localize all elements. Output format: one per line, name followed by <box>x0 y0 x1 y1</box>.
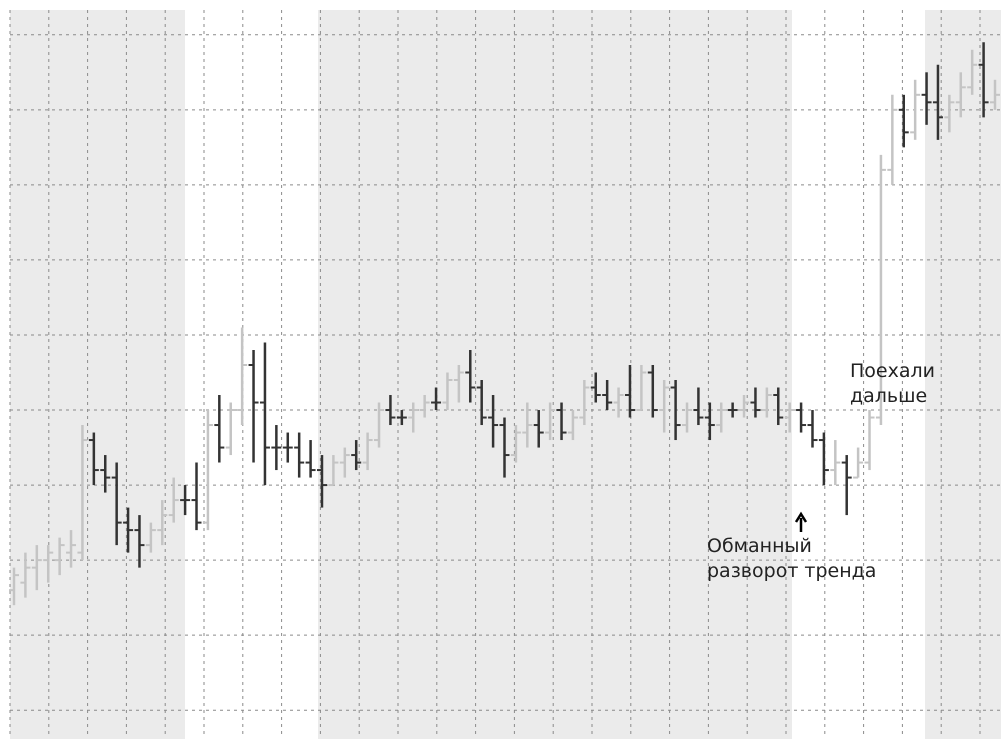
ohlc-bar <box>225 402 236 456</box>
ohlc-bar <box>476 380 487 426</box>
ohlc-bar <box>77 425 88 561</box>
ohlc-bar <box>659 380 670 433</box>
ohlc-bar <box>624 364 635 418</box>
ohlc-bar <box>932 64 943 140</box>
ohlc-bar <box>488 395 499 448</box>
ohlc-bar <box>830 440 841 486</box>
ohlc-bar <box>727 402 738 418</box>
grid <box>9 10 1001 735</box>
ohlc-bar <box>237 327 248 426</box>
ohlc-bar <box>259 342 270 486</box>
ohlc-bar <box>134 515 145 568</box>
ohlc-bar <box>31 545 42 591</box>
ohlc-bar <box>590 372 601 403</box>
ohlc-bar <box>374 402 385 448</box>
session-band <box>925 10 1001 739</box>
ohlc-bar <box>385 395 396 426</box>
ohlc-bar <box>191 462 202 531</box>
ohlc-bar <box>282 432 293 463</box>
ohlc-bar <box>761 387 772 418</box>
annotation: дальше <box>850 385 927 407</box>
ohlc-bar <box>990 79 1000 110</box>
ohlc-bar <box>100 455 111 493</box>
ohlc-bar <box>670 380 681 441</box>
ohlc-bar <box>305 440 316 478</box>
ohlc-bar <box>898 94 909 148</box>
ohlc-bar <box>704 402 715 441</box>
ohlc-bar <box>739 395 750 418</box>
ohlc-bar <box>967 49 978 95</box>
ohlc-bar <box>168 477 179 523</box>
annotation: Обманный <box>707 535 812 557</box>
ohlc-bar <box>955 72 966 118</box>
ohlc-bar <box>214 395 225 463</box>
ohlc-bar <box>180 485 191 516</box>
arrow <box>794 511 808 532</box>
ohlc-bar <box>556 402 567 441</box>
ohlc-bar <box>9 567 19 606</box>
annotation: разворот тренда <box>707 560 876 582</box>
ohlc-bar <box>66 530 77 568</box>
ohlc-bar <box>453 364 464 403</box>
ohlc-bar <box>602 380 613 411</box>
ohlc-bar <box>818 432 829 486</box>
session-band <box>10 10 185 739</box>
ohlc-bar <box>864 410 875 471</box>
ohlc-bar <box>202 410 213 531</box>
ohlc-bar <box>248 349 259 463</box>
ohlc-bar <box>328 455 339 487</box>
ohlc-bar <box>396 410 407 426</box>
ohlc-bar <box>419 395 430 418</box>
annotation: Поехали <box>850 360 935 382</box>
ohlc-bar <box>887 94 898 185</box>
ohlc-bar <box>807 410 818 448</box>
ohlc-bar <box>636 364 647 412</box>
ohlc-bar <box>316 455 327 508</box>
ohlc-bar <box>123 507 134 553</box>
ohlc-bar <box>499 417 510 478</box>
ohlc-bar <box>841 455 852 516</box>
ohlc-bar <box>944 94 955 133</box>
ohlc-bar <box>157 500 168 546</box>
ohlc-bar <box>408 402 419 433</box>
ohlc-bar <box>693 387 704 426</box>
ohlc-bar <box>20 552 31 598</box>
ohlc-bar <box>442 372 453 411</box>
ohlc-bar <box>796 402 807 433</box>
bars <box>9 42 1000 606</box>
ohlc-bar <box>784 402 795 433</box>
ohlc-bar <box>750 387 761 418</box>
ohlc-bar <box>875 154 886 426</box>
ohlc-bar <box>271 425 282 471</box>
ohlc-bar <box>533 410 544 448</box>
ohlc-bar <box>431 387 442 411</box>
ohlc-bar <box>647 364 658 418</box>
ohlc-bar <box>716 402 727 433</box>
ohlc-bar <box>88 432 99 486</box>
ohlc-bar <box>910 79 921 140</box>
ohlc-bar <box>522 402 533 448</box>
ohlc-bar <box>978 42 989 118</box>
ohlc-bar <box>294 432 305 478</box>
ohlc-bar <box>545 402 556 441</box>
ohlc-bar <box>351 440 362 471</box>
ohlc-bar <box>921 72 932 125</box>
ohlc-bar <box>339 447 350 478</box>
session-band <box>318 10 792 739</box>
ohlc-bar <box>773 387 784 426</box>
ohlc-bar <box>510 425 521 463</box>
ohlc-bar <box>145 522 156 553</box>
ohlc-bar <box>465 349 476 403</box>
ohlc-bar <box>111 462 122 546</box>
ohlc-bar <box>613 387 624 418</box>
ohlc-bar <box>43 545 54 583</box>
ohlc-bar <box>853 447 864 479</box>
ohlc-bar <box>579 380 590 426</box>
ohlc-bar <box>54 537 65 576</box>
ohlc-bar <box>567 410 578 441</box>
ohlc-bar <box>362 432 373 471</box>
ohlc-bar <box>682 402 693 433</box>
